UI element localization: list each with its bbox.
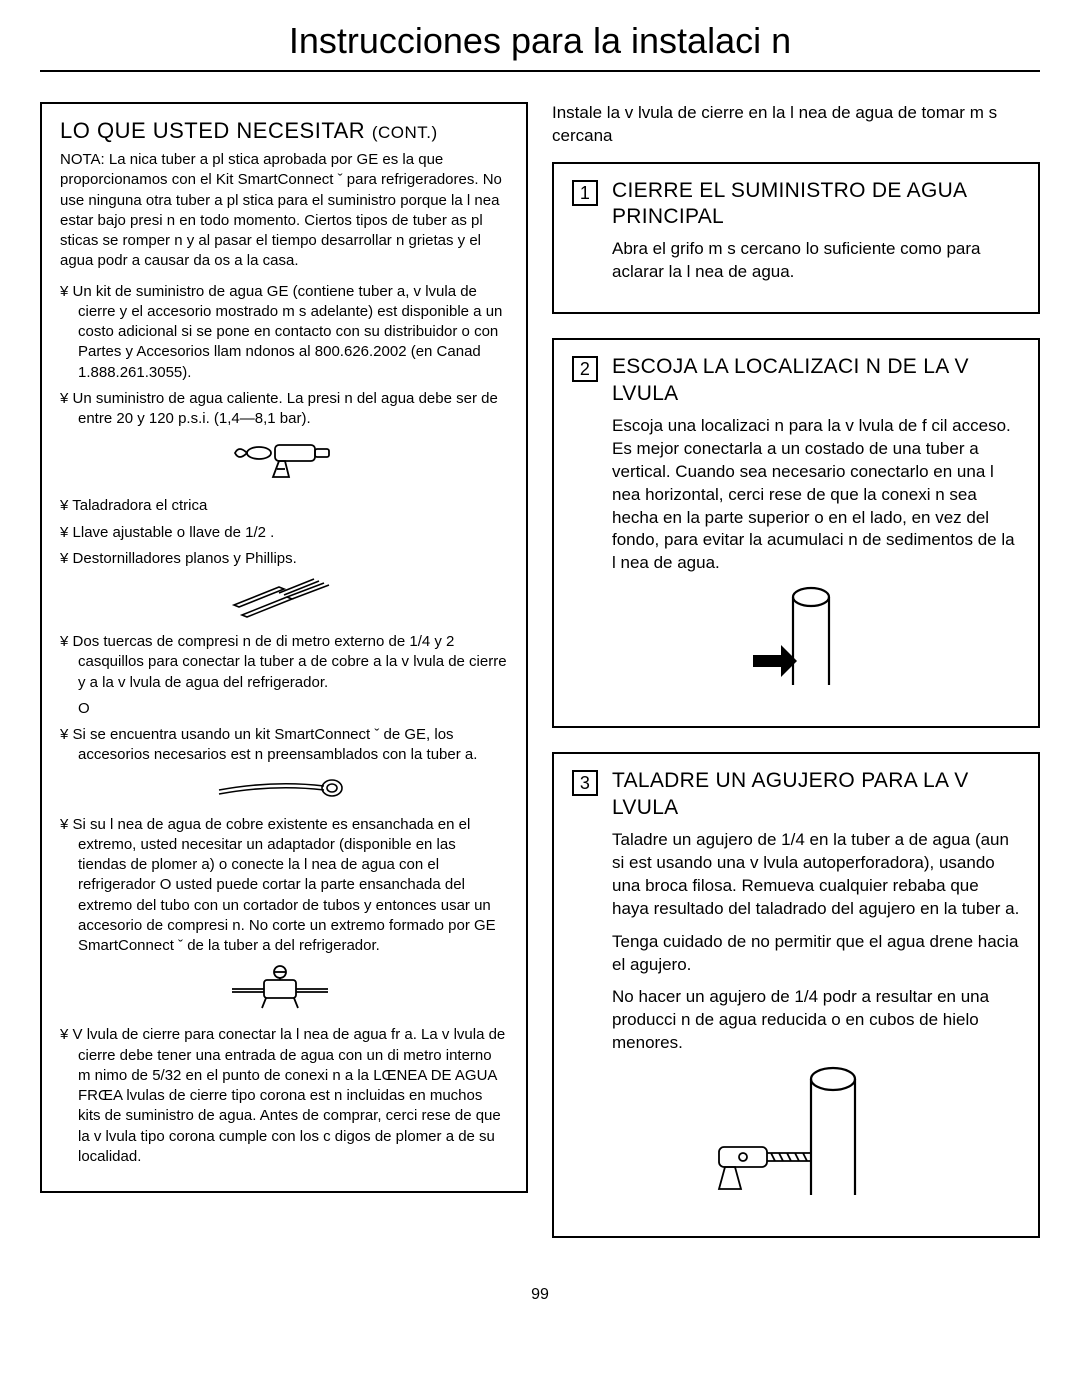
pipe-drill-icon: [572, 1065, 1020, 1210]
step-3-p1: Taladre un agujero de 1/4 en la tuber a …: [572, 829, 1020, 921]
list-item: Taladradora el ctrica: [60, 496, 508, 516]
tools-list-6: V lvula de cierre para conectar la l nea…: [60, 1025, 508, 1167]
content-columns: LO QUE USTED NECESITAR (CONT.) NOTA: La …: [40, 102, 1040, 1262]
heading-cont: (CONT.): [372, 123, 438, 142]
list-item: Un suministro de agua caliente. La presi…: [60, 389, 508, 430]
step-3-p2: Tenga cuidado de no permitir que el agua…: [572, 931, 1020, 977]
screwdrivers-icon: [60, 575, 508, 624]
step-1-body: Abra el grifo m s cercano lo suficiente …: [572, 238, 1020, 284]
left-column: LO QUE USTED NECESITAR (CONT.) NOTA: La …: [40, 102, 528, 1262]
list-item: Dos tuercas de compresi n de di metro ex…: [60, 632, 508, 693]
step-1-box: 1 CIERRE EL SUMINISTRO DE AGUA PRINCIPAL…: [552, 162, 1040, 314]
tools-list-3: Dos tuercas de compresi n de di metro ex…: [60, 632, 508, 693]
step-3-box: 3 TALADRE UN AGUJERO PARA LA V LVULA Tal…: [552, 752, 1040, 1238]
list-item: Llave ajustable o llave de 1/2 .: [60, 523, 508, 543]
list-item: Un kit de suministro de agua GE (contien…: [60, 282, 508, 383]
heading-text: LO QUE USTED NECESITAR: [60, 118, 365, 143]
step-2-number: 2: [572, 356, 598, 382]
page-number: 99: [40, 1286, 1040, 1304]
step-3-number: 3: [572, 770, 598, 796]
step-3-title: 3 TALADRE UN AGUJERO PARA LA V LVULA: [572, 768, 1020, 821]
step-2-title: 2 ESCOJA LA LOCALIZACI N DE LA V LVULA: [572, 354, 1020, 407]
step-2-box: 2 ESCOJA LA LOCALIZACI N DE LA V LVULA E…: [552, 338, 1040, 728]
tools-list-4: Si se encuentra usando un kit SmartConne…: [60, 725, 508, 766]
drill-icon: [60, 435, 508, 488]
tools-list-5: Si su l nea de agua de cobre existente e…: [60, 815, 508, 957]
step-3-p3: No hacer un agujero de 1/4 podr a result…: [572, 986, 1020, 1055]
list-item: Destornilladores planos y Phillips.: [60, 549, 508, 569]
right-column: Instale la v lvula de cierre en la l nea…: [552, 102, 1040, 1262]
tools-list: Un kit de suministro de agua GE (contien…: [60, 282, 508, 430]
tubing-icon: [60, 772, 508, 807]
page-title: Instrucciones para la instalaci n: [40, 20, 1040, 72]
step-3-title-text: TALADRE UN AGUJERO PARA LA V LVULA: [612, 769, 969, 818]
step-2-body: Escoja una localizaci n para la v lvula …: [572, 415, 1020, 576]
what-you-need-heading: LO QUE USTED NECESITAR (CONT.): [60, 118, 508, 144]
list-item: V lvula de cierre para conectar la l nea…: [60, 1025, 508, 1167]
list-item: Si se encuentra usando un kit SmartConne…: [60, 725, 508, 766]
or-text: O: [60, 699, 508, 719]
step-1-title-text: CIERRE EL SUMINISTRO DE AGUA PRINCIPAL: [612, 179, 966, 228]
step-1-title: 1 CIERRE EL SUMINISTRO DE AGUA PRINCIPAL: [572, 178, 1020, 231]
valve-icon: [60, 962, 508, 1017]
step-1-number: 1: [572, 180, 598, 206]
pipe-arrow-icon: [572, 585, 1020, 700]
note-text: NOTA: La nica tuber a pl stica aprobada …: [60, 150, 508, 272]
step-2-title-text: ESCOJA LA LOCALIZACI N DE LA V LVULA: [612, 355, 969, 404]
tools-list-2: Taladradora el ctrica Llave ajustable o …: [60, 496, 508, 569]
list-item: Si su l nea de agua de cobre existente e…: [60, 815, 508, 957]
right-intro: Instale la v lvula de cierre en la l nea…: [552, 102, 1040, 148]
what-you-need-box: LO QUE USTED NECESITAR (CONT.) NOTA: La …: [40, 102, 528, 1193]
